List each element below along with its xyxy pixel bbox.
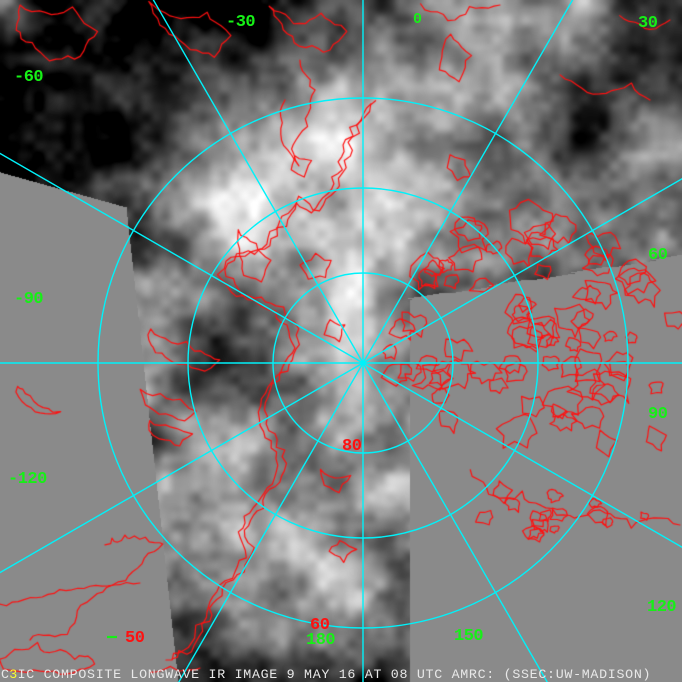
svg-text:90: 90	[648, 405, 668, 424]
svg-text:60: 60	[310, 616, 330, 635]
svg-text:IC COMPOSITE LONGWAVE IR IMAGE: IC COMPOSITE LONGWAVE IR IMAGE 9 MAY 16 …	[18, 667, 652, 682]
svg-text:-30: -30	[226, 13, 255, 32]
svg-text:80: 80	[342, 437, 362, 456]
svg-text:50: 50	[125, 629, 145, 648]
svg-text:120: 120	[647, 598, 676, 617]
svg-text:-60: -60	[14, 68, 43, 87]
svg-text:30: 30	[638, 14, 658, 33]
svg-text:0: 0	[413, 11, 422, 28]
svg-text:-120: -120	[8, 470, 47, 489]
svg-text:-90: -90	[14, 290, 43, 309]
svg-text:150: 150	[454, 627, 483, 646]
svg-text:60: 60	[648, 246, 668, 265]
